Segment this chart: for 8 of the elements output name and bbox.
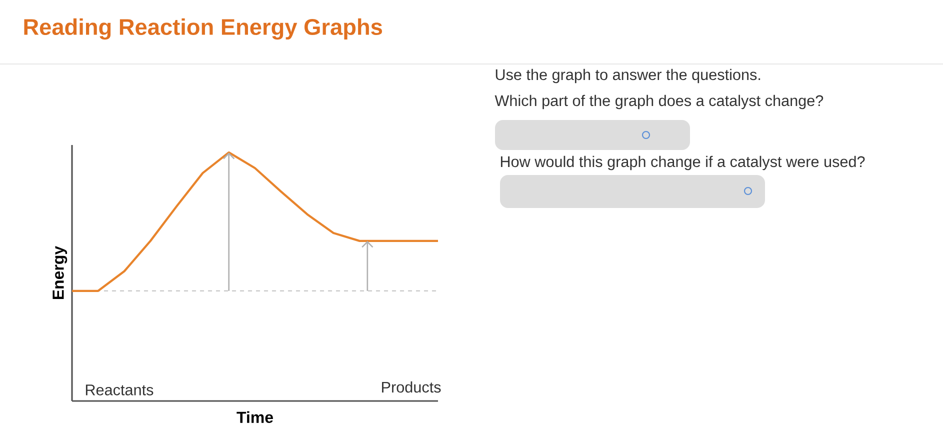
text: How would this graph change if a catalyst were used? <box>500 156 865 170</box>
text: Use the graph to answer the questions. <box>496 68 760 84</box>
y-axis-title: Energy <box>52 246 68 300</box>
annotation: Reactants <box>86 384 154 396</box>
annotation: Products <box>382 381 441 393</box>
chart-title: Reading Reaction Energy Graphs <box>24 18 382 40</box>
text: Which part of the graph does a catalyst change? <box>494 94 824 110</box>
x-axis-title: Time <box>236 411 273 423</box>
